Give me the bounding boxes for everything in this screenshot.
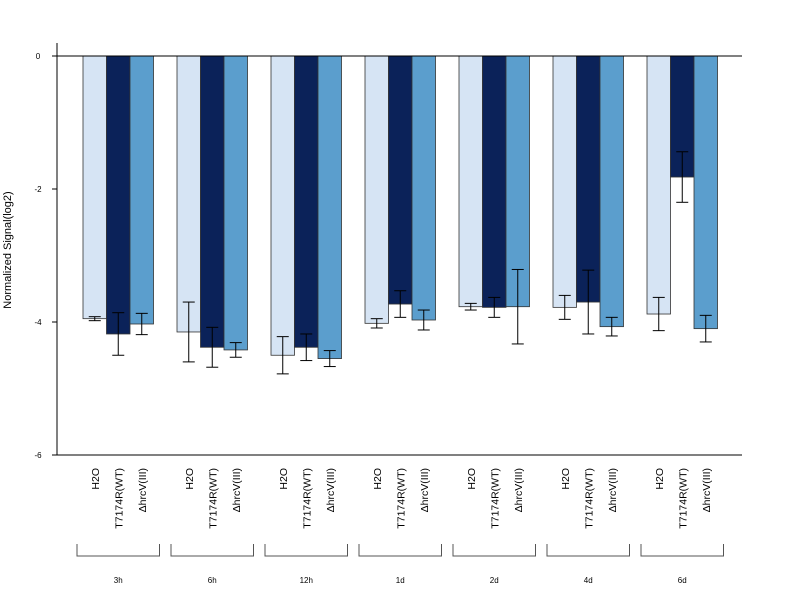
bar-category-label: T7174R(WT) bbox=[301, 468, 313, 529]
bar-category-label: ΔhrcV(III) bbox=[325, 468, 337, 512]
bar-category-label: T7174R(WT) bbox=[113, 468, 125, 529]
group-bracket bbox=[546, 544, 630, 557]
y-tick-label: -6 bbox=[34, 451, 42, 460]
bar bbox=[646, 55, 671, 315]
bars-layer bbox=[82, 55, 718, 359]
y-tick-label: 0 bbox=[36, 52, 41, 61]
bar bbox=[129, 55, 154, 325]
bar-category-label: T7174R(WT) bbox=[677, 468, 689, 529]
error-bars-layer bbox=[88, 151, 712, 375]
group-label: 6d bbox=[678, 576, 687, 585]
bar-category-label: ΔhrcV(III) bbox=[701, 468, 713, 512]
bar bbox=[599, 55, 624, 328]
bar bbox=[200, 55, 225, 348]
bar bbox=[552, 55, 577, 308]
bar-category-label: H2O bbox=[278, 468, 290, 490]
bar-category-label: H2O bbox=[654, 468, 666, 490]
group-label: 12h bbox=[300, 576, 313, 585]
bar bbox=[576, 55, 601, 303]
bar bbox=[411, 55, 436, 321]
group-bracket bbox=[264, 544, 348, 557]
bar bbox=[317, 55, 342, 359]
bar-category-label: ΔhrcV(III) bbox=[607, 468, 619, 512]
group-label: 4d bbox=[584, 576, 593, 585]
bar-category-label: T7174R(WT) bbox=[395, 468, 407, 529]
group-label: 6h bbox=[208, 576, 217, 585]
bar-category-label: ΔhrcV(III) bbox=[231, 468, 243, 512]
bar bbox=[693, 55, 718, 330]
bar bbox=[176, 55, 201, 333]
bar-category-label: H2O bbox=[466, 468, 478, 490]
bar-category-label: T7174R(WT) bbox=[583, 468, 595, 529]
bar-category-label: H2O bbox=[560, 468, 572, 490]
group-label: 1d bbox=[396, 576, 405, 585]
group-label: 3h bbox=[114, 576, 123, 585]
bar bbox=[482, 55, 507, 308]
group-bracket bbox=[358, 544, 442, 557]
bar-category-label: ΔhrcV(III) bbox=[513, 468, 525, 512]
group-bracket bbox=[640, 544, 724, 557]
bar-category-label: T7174R(WT) bbox=[207, 468, 219, 529]
bar-category-label: H2O bbox=[184, 468, 196, 490]
bar-category-label: ΔhrcV(III) bbox=[419, 468, 431, 512]
y-tick-label: -2 bbox=[34, 185, 42, 194]
bar bbox=[458, 55, 483, 308]
bar bbox=[223, 55, 248, 351]
bar bbox=[388, 55, 413, 305]
group-label: 2d bbox=[490, 576, 499, 585]
bar bbox=[364, 55, 389, 324]
bar bbox=[270, 55, 295, 356]
group-bracket bbox=[170, 544, 254, 557]
bar-category-label: ΔhrcV(III) bbox=[137, 468, 149, 512]
bar bbox=[82, 55, 107, 320]
bar bbox=[294, 55, 319, 348]
group-bracket bbox=[76, 544, 160, 557]
y-axis: 0 -2 -4 -6 bbox=[34, 43, 742, 460]
bar bbox=[106, 55, 131, 335]
bar-category-label: T7174R(WT) bbox=[489, 468, 501, 529]
group-bracket bbox=[452, 544, 536, 557]
bar-category-label: H2O bbox=[372, 468, 384, 490]
y-tick-label: -4 bbox=[34, 318, 42, 327]
x-axis-labels: H2O T7174R(WT) ΔhrcV(III) 3h H2O T7174R(WT) Δh… bbox=[76, 468, 724, 585]
y-axis-title: Normalized Signal(log2) bbox=[2, 191, 14, 308]
bar-category-label: H2O bbox=[90, 468, 102, 490]
